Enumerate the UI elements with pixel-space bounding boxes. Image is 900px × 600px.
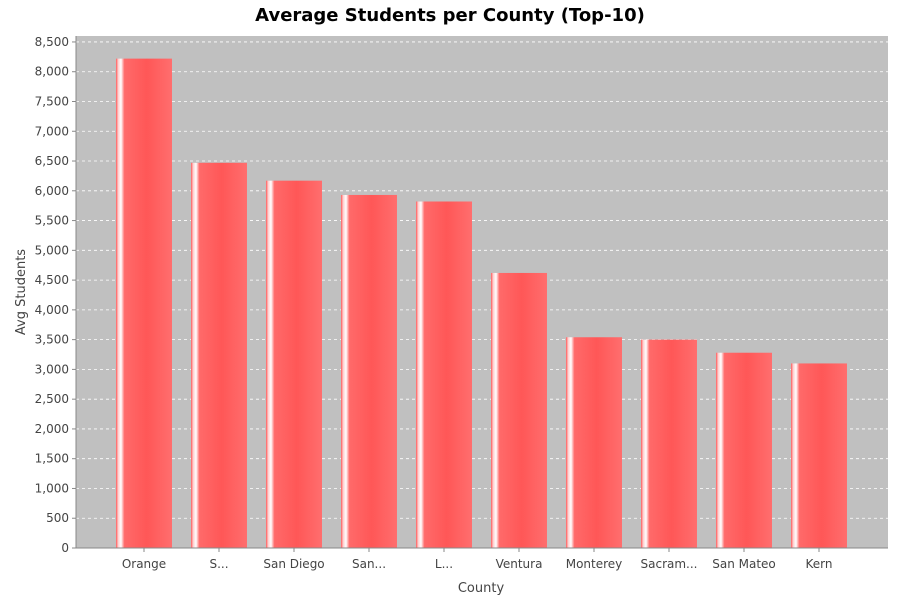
bar: [491, 272, 547, 548]
y-tick-label: 8,500: [35, 35, 69, 49]
bar: [566, 337, 622, 548]
y-tick-label: 0: [61, 541, 69, 555]
x-tick-label: Ventura: [496, 557, 543, 571]
bar: [116, 58, 172, 548]
y-tick-label: 4,000: [35, 303, 69, 317]
bar: [716, 352, 772, 548]
y-tick-label: 3,500: [35, 333, 69, 347]
bar: [266, 180, 322, 548]
chart-title: Average Students per County (Top-10): [255, 5, 645, 26]
x-axis-label: County: [458, 581, 505, 596]
y-tick-label: 500: [46, 511, 69, 525]
x-tick-label: Sacram...: [641, 557, 698, 571]
bar: [191, 162, 247, 548]
y-tick-label: 4,500: [35, 273, 69, 287]
x-tick-label: Orange: [122, 557, 166, 571]
bar: [791, 363, 847, 548]
y-ticks: 0 500 1,000 1,500 2,000 2,500 3,000 3,500 4,000 4…: [35, 35, 76, 555]
x-tick-label: Monterey: [566, 557, 623, 571]
y-tick-label: 5,500: [35, 214, 69, 228]
y-tick-label: 6,500: [35, 154, 69, 168]
y-tick-label: 7,000: [35, 124, 69, 138]
y-tick-label: 8,000: [35, 65, 69, 79]
y-tick-label: 5,000: [35, 243, 69, 257]
y-tick-label: 2,500: [35, 392, 69, 406]
x-tick-label: Kern: [806, 557, 833, 571]
bars: [116, 58, 847, 549]
x-tick-label: S...: [209, 557, 228, 571]
y-tick-label: 1,000: [35, 481, 69, 495]
bar: [416, 201, 472, 549]
y-tick-label: 6,000: [35, 184, 69, 198]
y-tick-label: 3,000: [35, 362, 69, 376]
x-tick-label: San Mateo: [712, 557, 776, 571]
x-tick-label: San Diego: [263, 557, 324, 571]
bar: [641, 339, 697, 548]
y-tick-label: 2,000: [35, 422, 69, 436]
x-ticks: Orange S... San Diego San... L... Ventura Mont…: [122, 548, 833, 571]
x-tick-label: San...: [352, 557, 386, 571]
x-tick-label: L...: [435, 557, 453, 571]
y-tick-label: 7,500: [35, 94, 69, 108]
y-axis-label: Avg Students: [14, 249, 29, 335]
bar: [341, 194, 397, 549]
y-tick-label: 1,500: [35, 452, 69, 466]
